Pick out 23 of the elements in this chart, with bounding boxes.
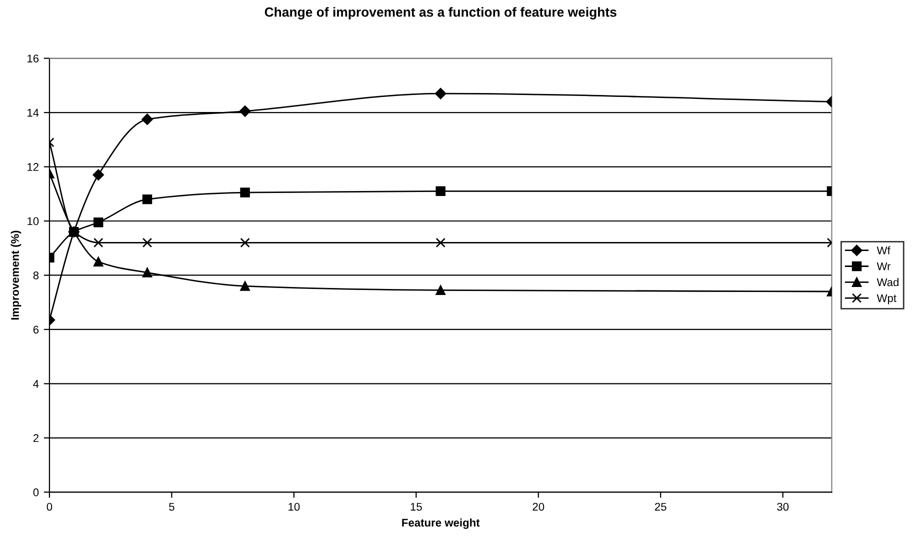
x-tick-label: 25 bbox=[654, 502, 666, 511]
x-tick-label: 15 bbox=[410, 502, 422, 511]
legend-label: Wpt bbox=[876, 294, 896, 304]
y-tick-label: 2 bbox=[33, 434, 38, 442]
x-tick-label: 0 bbox=[46, 502, 52, 511]
y-tick-label: 0 bbox=[33, 488, 39, 496]
y-tick-label: 10 bbox=[28, 217, 39, 226]
legend-label: Wf bbox=[876, 246, 890, 254]
legend-label: Wad bbox=[876, 278, 898, 286]
chart-title: Change of improvement as a function of feature weights bbox=[264, 7, 616, 20]
y-axis-title: Improvement (%) bbox=[10, 230, 22, 320]
y-tick-label: 6 bbox=[33, 326, 39, 334]
y-tick-label: 14 bbox=[28, 108, 39, 117]
y-tick-label: 16 bbox=[28, 54, 39, 62]
x-tick-label: 20 bbox=[532, 502, 544, 511]
y-tick-label: 4 bbox=[33, 380, 39, 388]
y-tick-label: 12 bbox=[28, 163, 38, 171]
x-tick-label: 10 bbox=[288, 502, 300, 511]
x-tick-label: 5 bbox=[169, 502, 174, 511]
x-axis-title: Feature weight bbox=[402, 518, 480, 529]
y-tick-label: 8 bbox=[33, 271, 39, 280]
x-tick-label: 30 bbox=[777, 502, 789, 511]
legend-label: Wr bbox=[876, 262, 891, 270]
